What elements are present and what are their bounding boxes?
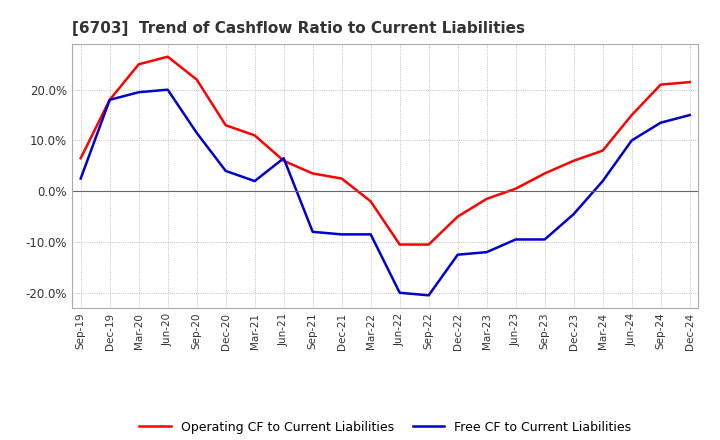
Free CF to Current Liabilities [511,237,520,242]
Free CF to Current Liabilities [627,138,636,143]
Operating CF to Current Liabilities [454,214,462,219]
Operating CF to Current Liabilities [395,242,404,247]
Free CF to Current Liabilities [192,130,201,136]
Operating CF to Current Liabilities [627,113,636,118]
Free CF to Current Liabilities [221,168,230,173]
Free CF to Current Liabilities [541,237,549,242]
Operating CF to Current Liabilities [570,158,578,163]
Free CF to Current Liabilities [105,97,114,103]
Operating CF to Current Liabilities [541,171,549,176]
Text: [6703]  Trend of Cashflow Ratio to Current Liabilities: [6703] Trend of Cashflow Ratio to Curren… [72,21,525,36]
Operating CF to Current Liabilities [482,196,491,202]
Free CF to Current Liabilities [135,90,143,95]
Free CF to Current Liabilities [454,252,462,257]
Free CF to Current Liabilities [657,120,665,125]
Free CF to Current Liabilities [482,249,491,255]
Operating CF to Current Liabilities [279,158,288,163]
Operating CF to Current Liabilities [135,62,143,67]
Operating CF to Current Liabilities [221,123,230,128]
Line: Free CF to Current Liabilities: Free CF to Current Liabilities [81,90,690,295]
Free CF to Current Liabilities [308,229,317,235]
Operating CF to Current Liabilities [105,97,114,103]
Operating CF to Current Liabilities [308,171,317,176]
Free CF to Current Liabilities [163,87,172,92]
Free CF to Current Liabilities [685,113,694,118]
Free CF to Current Liabilities [338,232,346,237]
Free CF to Current Liabilities [251,179,259,184]
Free CF to Current Liabilities [598,179,607,184]
Free CF to Current Liabilities [570,212,578,217]
Operating CF to Current Liabilities [338,176,346,181]
Operating CF to Current Liabilities [192,77,201,82]
Operating CF to Current Liabilities [424,242,433,247]
Operating CF to Current Liabilities [598,148,607,153]
Free CF to Current Liabilities [279,156,288,161]
Operating CF to Current Liabilities [511,186,520,191]
Operating CF to Current Liabilities [76,156,85,161]
Line: Operating CF to Current Liabilities: Operating CF to Current Liabilities [81,57,690,245]
Free CF to Current Liabilities [395,290,404,295]
Free CF to Current Liabilities [424,293,433,298]
Legend: Operating CF to Current Liabilities, Free CF to Current Liabilities: Operating CF to Current Liabilities, Fre… [135,416,636,439]
Free CF to Current Liabilities [76,176,85,181]
Operating CF to Current Liabilities [251,133,259,138]
Free CF to Current Liabilities [366,232,375,237]
Operating CF to Current Liabilities [657,82,665,87]
Operating CF to Current Liabilities [366,199,375,204]
Operating CF to Current Liabilities [163,54,172,59]
Operating CF to Current Liabilities [685,80,694,85]
